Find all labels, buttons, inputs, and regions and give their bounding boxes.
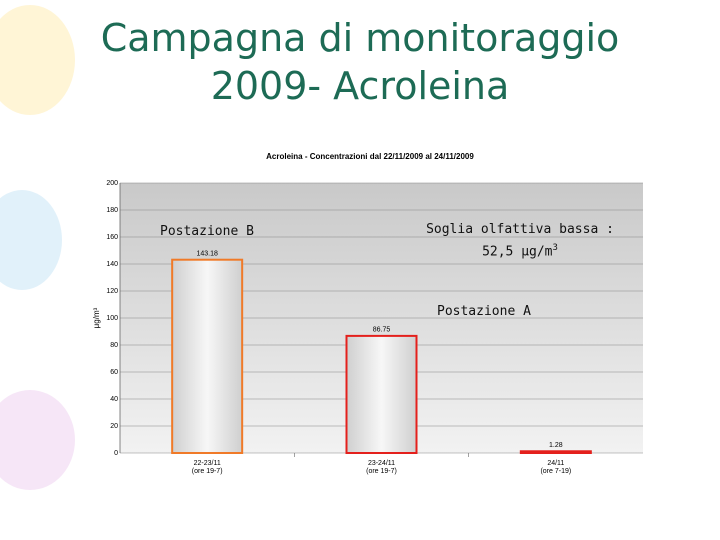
decoration [0,5,75,490]
y-axis-label: μg/m³ [92,307,101,328]
y-tick-label: 80 [110,342,118,349]
data-label: 1.28 [549,442,563,449]
bar [519,450,592,455]
annotation: Postazione B [160,224,254,239]
y-tick-label: 40 [110,396,118,403]
y-tick-label: 100 [106,315,118,322]
slide-title: Campagna di monitoraggio [100,16,620,60]
annotation-text: 52,5 μg/m [482,244,553,260]
x-tick-label: (ore 19-7) [366,468,397,475]
y-tick-label: 20 [110,423,118,430]
annotation: Soglia olfattiva bassa : 52,5 μg/m3 [410,220,630,261]
y-tick-label: 0 [114,450,118,457]
annotation-sup: 3 [552,243,558,253]
y-tick-label: 160 [106,234,118,241]
annotation: Postazione A [437,304,531,319]
x-tick-label: 23-24/11 [368,460,395,467]
y-tick-label: 120 [106,288,118,295]
x-tick-label: (ore 19-7) [192,468,223,475]
data-label: 143.18 [196,251,218,258]
y-tick-label: 200 [106,180,118,187]
y-tick-label: 180 [106,207,118,214]
slide-title: 2009- Acroleina [210,64,510,108]
x-tick-label: 24/11 [547,460,564,467]
annotation-line: 52,5 μg/m3 [410,239,630,261]
chart-title: Acroleina - Concentrazioni dal 22/11/200… [266,152,474,161]
x-tick-label: (ore 7-19) [540,468,571,475]
bar [345,334,418,455]
annotation-line: Soglia olfattiva bassa : [426,222,614,237]
x-tick-label: 22-23/11 [194,460,221,467]
bar [171,258,244,454]
y-tick-label: 140 [106,261,118,268]
data-label: 86.75 [373,327,391,334]
y-tick-label: 60 [110,369,118,376]
